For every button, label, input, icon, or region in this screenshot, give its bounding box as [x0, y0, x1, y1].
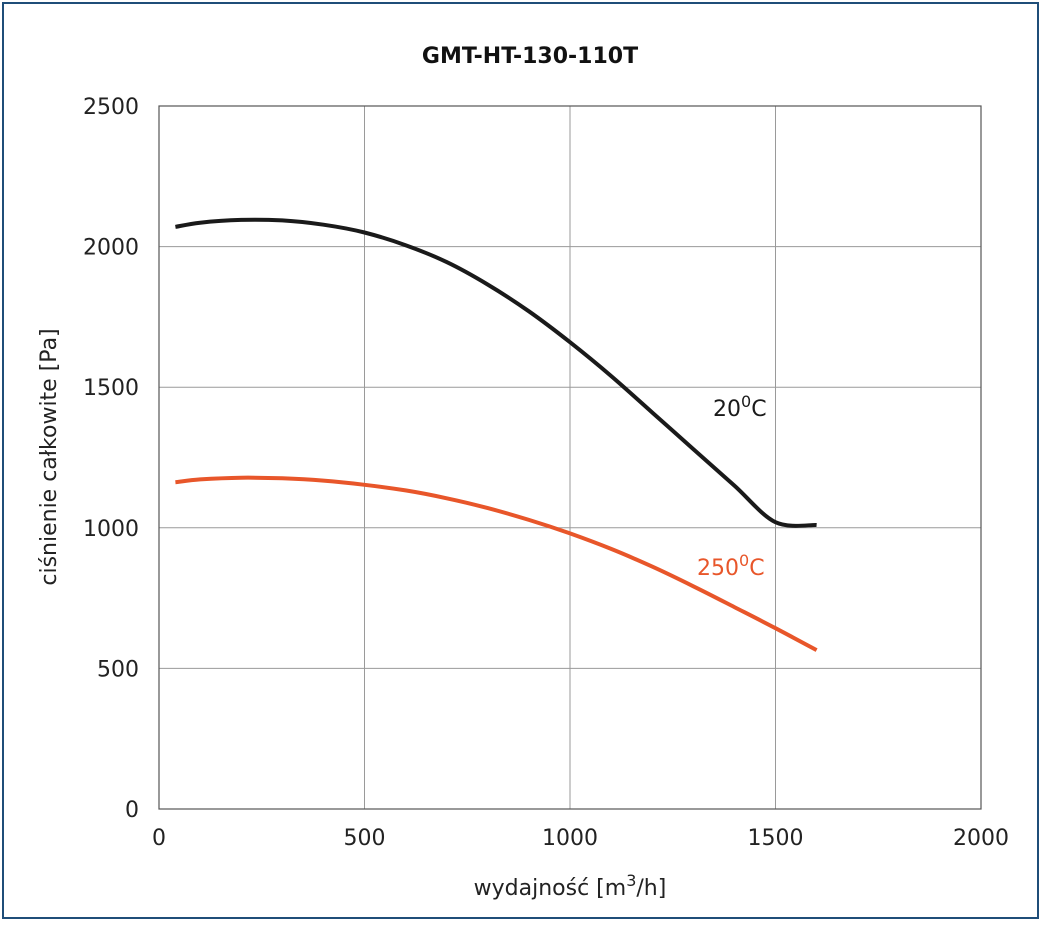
x-tick-label: 0	[152, 826, 166, 851]
series-label-20c-main: 20	[713, 397, 741, 422]
x-axis-title-main: wydajność [m	[474, 876, 627, 901]
series-label-250c: 2500C	[697, 551, 765, 581]
x-tick-label: 1000	[542, 826, 598, 851]
x-tick-label: 500	[344, 826, 386, 851]
y-tick-label: 500	[97, 657, 139, 682]
x-tick-label: 1500	[748, 826, 804, 851]
chart-title: GMT-HT-130-110T	[422, 44, 638, 69]
y-tick-label: 2000	[83, 236, 139, 261]
series-label-20c: 200C	[713, 392, 767, 422]
y-tick-label: 1000	[83, 517, 139, 542]
series-label-20c-tail: C	[751, 397, 766, 422]
x-axis-title-sup: 3	[626, 871, 636, 890]
y-axis-title: ciśnienie całkowite [Pa]	[37, 328, 62, 585]
y-tick-label: 2500	[83, 95, 139, 120]
y-tick-label: 0	[125, 798, 139, 823]
series-line-0	[175, 217, 817, 528]
series-line-1	[175, 475, 818, 652]
x-axis-title: wydajność [m3/h]	[474, 871, 667, 901]
series-label-20c-sup: 0	[741, 392, 751, 411]
plot-border	[158, 105, 982, 810]
x-tick-label: 2000	[953, 826, 1009, 851]
series-layer	[175, 217, 818, 652]
grid-layer	[158, 105, 982, 810]
y-tick-label: 1500	[83, 376, 139, 401]
series-label-250c-tail: C	[749, 556, 764, 581]
series-label-250c-sup: 0	[739, 551, 749, 570]
x-axis-title-tail: /h]	[636, 876, 666, 901]
series-label-250c-main: 250	[697, 556, 739, 581]
